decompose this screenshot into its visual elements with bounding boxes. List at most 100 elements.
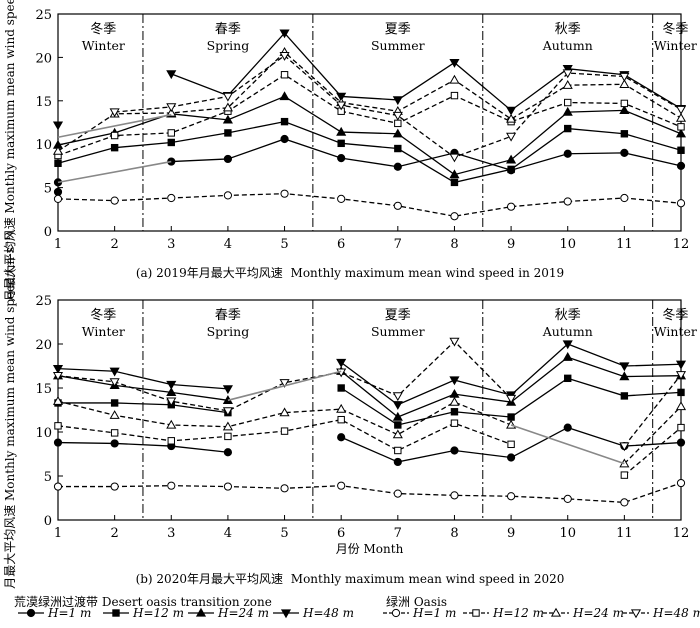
data-point (392, 429, 403, 439)
y-tick-label: 20 (35, 51, 52, 66)
x-tick-label: 5 (280, 237, 288, 252)
data-point (562, 106, 573, 116)
season-label-en: Spring (207, 324, 250, 339)
y-tick-label: 10 (35, 138, 52, 153)
season-label-en: Summer (371, 324, 425, 339)
season-label-cn: 冬季 (662, 307, 688, 323)
season-label-en: Autumn (542, 324, 593, 339)
data-point (507, 165, 515, 174)
data-point (394, 421, 402, 429)
legend-marker (550, 607, 562, 617)
data-point (110, 143, 119, 152)
data-point (619, 79, 630, 88)
data-point (110, 482, 119, 491)
caption-a: (a) 2019年月最大平均风速 Monthly maximum mean wi… (0, 264, 700, 281)
data-point (676, 438, 686, 447)
series-line (57, 418, 512, 452)
y-tick-label: 0 (44, 225, 52, 240)
x-tick-label: 8 (450, 526, 458, 541)
season-label-cn: 冬季 (662, 21, 688, 37)
data-point (280, 484, 289, 493)
series-oasis-h-48-m (109, 52, 687, 163)
legend-marker (630, 609, 642, 619)
series-desert-h-1-m (53, 134, 686, 197)
legend-desert-title-cn: 荒漠绿洲过渡带 (14, 595, 99, 609)
x-tick-label: 9 (507, 526, 515, 541)
data-point (52, 395, 64, 405)
y-tick-label: 5 (44, 470, 52, 485)
data-point (109, 367, 120, 377)
x-tick-label: 3 (167, 526, 175, 541)
data-point (393, 457, 402, 467)
data-point (337, 433, 346, 442)
data-point (110, 429, 119, 437)
x-tick-label: 8 (450, 237, 458, 252)
data-point (52, 372, 64, 381)
data-point (223, 191, 233, 200)
data-point (620, 148, 629, 157)
legend-marker (112, 609, 120, 617)
data-point (336, 92, 347, 102)
data-point (222, 92, 233, 102)
data-point (675, 105, 687, 115)
x-tick-label: 12 (673, 526, 690, 541)
season-label-cn: 春季 (215, 308, 241, 323)
x-tick-label: 2 (110, 237, 118, 252)
data-point (280, 117, 289, 126)
data-point (166, 387, 177, 397)
data-point (110, 131, 119, 140)
legend-label: H=24 m (217, 606, 269, 620)
series-oasis-h-12-m (54, 415, 685, 479)
season-label-en: Spring (207, 38, 250, 53)
series-line (57, 367, 228, 390)
data-point (563, 494, 572, 503)
legend: H=1 m H=12 m H=24 m H=48 m H=1 m H=12 m H=24 m… (18, 606, 700, 620)
series-desert-h-24-m (52, 91, 687, 179)
data-point (52, 364, 64, 374)
season-label-cn: 秋季 (555, 308, 581, 323)
y-tick-label: 15 (35, 382, 52, 397)
data-point (337, 194, 346, 203)
y-tick-label: 25 (35, 8, 52, 23)
data-point (620, 498, 629, 507)
data-point (449, 153, 460, 163)
legend-marker (195, 607, 207, 617)
data-point (167, 129, 175, 137)
data-point (619, 105, 630, 114)
caption-b-en: Monthly maximum mean wind speed in 2020 (290, 572, 565, 586)
data-point (562, 351, 573, 361)
legend-item-desert-h24: H=24 m (188, 606, 269, 620)
series-line (623, 427, 682, 476)
legend-label: H=12 m (132, 606, 184, 620)
data-point (677, 123, 685, 131)
data-point (675, 128, 687, 138)
series-line (57, 400, 512, 436)
data-point (223, 154, 233, 164)
data-point (394, 446, 402, 455)
data-point (675, 401, 687, 411)
data-point (676, 199, 686, 208)
x-tick-label: 1 (54, 237, 62, 252)
data-point (676, 478, 686, 488)
series-oasis-h-1-m (53, 478, 686, 507)
data-point (279, 379, 290, 388)
data-point (620, 99, 629, 108)
data-point (450, 419, 459, 427)
x-tick-label: 6 (337, 237, 345, 252)
caption-b: (b) 2020年月最大平均风速 Monthly maximum mean wi… (0, 570, 700, 587)
data-point (53, 194, 63, 203)
gray-connector (57, 113, 172, 139)
y-tick-label: 25 (35, 294, 52, 309)
x-tick-label: 10 (559, 526, 576, 541)
y-tick-label: 0 (44, 514, 52, 529)
series-oasis-h-24-m (52, 46, 687, 155)
data-point (506, 154, 517, 164)
data-point (450, 178, 459, 187)
legend-item-oasis-h24: H=24 m (543, 606, 624, 620)
data-point (506, 453, 516, 462)
legend-label: H=24 m (572, 606, 624, 620)
series-line (57, 340, 512, 412)
series-line (57, 441, 228, 453)
legend-marker (472, 609, 480, 617)
